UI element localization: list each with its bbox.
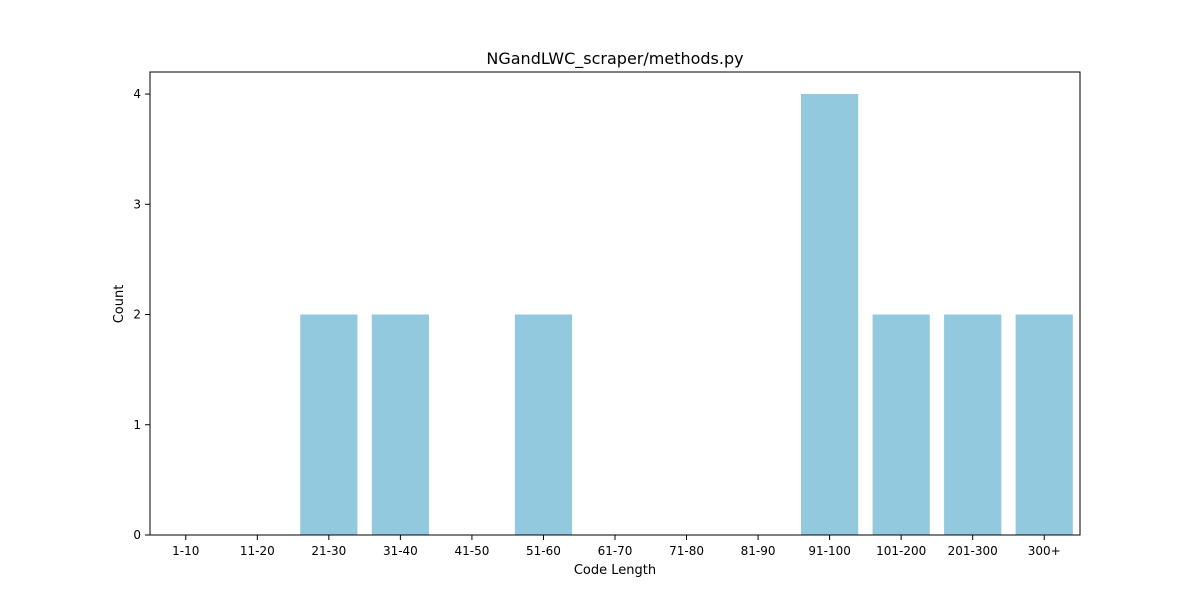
x-axis-label: Code Length xyxy=(574,563,656,578)
bar-91-100 xyxy=(801,94,859,536)
y-tick-label: 0 xyxy=(133,528,141,542)
x-axis-ticks: 1-10 11-20 21-30 31-40 41-50 51-60 61-70 71-80 8… xyxy=(172,535,1061,558)
y-tick-label: 1 xyxy=(133,418,141,432)
x-tick-label: 21-30 xyxy=(311,544,346,558)
bar-21-30 xyxy=(300,314,358,535)
x-tick-label: 11-20 xyxy=(240,544,275,558)
bar-300+ xyxy=(1015,314,1073,535)
x-tick-label: 81-90 xyxy=(741,544,776,558)
x-tick-label: 201-300 xyxy=(948,544,998,558)
bar-201-300 xyxy=(944,314,1002,535)
x-tick-label: 1-10 xyxy=(172,544,199,558)
bars-group xyxy=(300,94,1073,536)
x-tick-label: 41-50 xyxy=(454,544,489,558)
x-tick-label: 91-100 xyxy=(808,544,851,558)
x-tick-label: 31-40 xyxy=(383,544,418,558)
bar-31-40 xyxy=(371,314,429,535)
chart-title: NGandLWC_scraper/methods.py xyxy=(486,49,743,69)
x-tick-label: 61-70 xyxy=(598,544,633,558)
y-axis-ticks: 0 1 2 3 4 xyxy=(133,87,150,542)
y-tick-label: 4 xyxy=(133,87,141,101)
x-tick-label: 101-200 xyxy=(876,544,926,558)
y-tick-label: 3 xyxy=(133,197,141,211)
y-axis-label: Count xyxy=(112,285,127,324)
x-tick-label: 51-60 xyxy=(526,544,561,558)
x-tick-label: 71-80 xyxy=(669,544,704,558)
bar-101-200 xyxy=(872,314,930,535)
x-tick-label: 300+ xyxy=(1028,544,1061,558)
plot-frame xyxy=(149,71,1081,536)
y-tick-label: 2 xyxy=(133,308,141,322)
bar-51-60 xyxy=(514,314,573,535)
